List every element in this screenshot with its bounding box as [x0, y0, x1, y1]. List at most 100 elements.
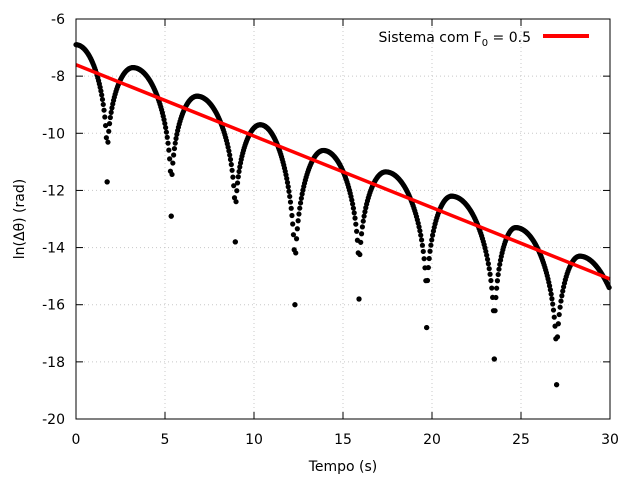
data-point: [558, 298, 564, 304]
data-point: [230, 174, 236, 180]
data-point: [557, 304, 563, 310]
data-point: [287, 193, 293, 200]
data-point: [428, 242, 434, 248]
data-point: [357, 251, 363, 258]
data-point: [99, 92, 105, 98]
data-point: [109, 105, 115, 111]
data-point: [351, 210, 357, 216]
legend-label: Sistema com F0 = 0.5: [378, 30, 531, 49]
grid-lines: [76, 19, 610, 419]
data-point: [550, 307, 557, 313]
data-point: [296, 211, 302, 217]
data-point: [162, 120, 168, 127]
data-point: [106, 128, 112, 134]
x-tick-label: 30: [601, 432, 619, 448]
data-point: [231, 183, 237, 189]
x-tick-label: 10: [245, 432, 263, 448]
data-point: [420, 248, 426, 255]
data-point: [284, 179, 291, 186]
data-point: [356, 296, 362, 302]
data-point: [293, 250, 299, 256]
data-point: [170, 160, 176, 166]
data-point: [163, 129, 170, 135]
data-point: [359, 224, 365, 230]
data-point: [234, 180, 241, 186]
data-point: [426, 255, 432, 262]
data-point: [234, 188, 240, 194]
data-point: [235, 174, 241, 180]
data-point: [491, 356, 497, 362]
data-point: [418, 237, 425, 243]
data-point: [358, 239, 364, 245]
data-point: [103, 135, 109, 141]
data-point: [361, 213, 367, 219]
data-point: [164, 134, 170, 140]
data-points: [73, 42, 612, 388]
data-point: [98, 88, 104, 94]
data-point: [171, 152, 177, 158]
data-point: [299, 191, 305, 197]
x-tick-label: 20: [423, 432, 441, 448]
data-point: [226, 148, 232, 154]
y-tick-label: -10: [42, 126, 65, 142]
data-point: [485, 261, 491, 267]
data-point: [166, 147, 172, 153]
data-point: [171, 145, 178, 152]
data-point: [298, 195, 304, 201]
legend-label-prefix: Sistema com F: [378, 30, 481, 46]
data-point: [496, 266, 502, 272]
data-point: [554, 334, 561, 340]
data-point: [297, 200, 304, 206]
data-point: [288, 205, 294, 211]
x-tick-label: 5: [161, 432, 170, 448]
data-point: [229, 167, 235, 173]
legend-label-suffix: = 0.5: [488, 30, 531, 46]
x-axis-label: Tempo (s): [308, 459, 378, 475]
data-point: [173, 135, 179, 142]
data-point: [419, 242, 426, 248]
data-point: [497, 261, 503, 268]
data-point: [421, 256, 427, 262]
data-point: [287, 199, 294, 205]
data-point: [165, 140, 171, 146]
data-point: [104, 179, 110, 185]
data-point: [550, 301, 556, 307]
data-point: [547, 287, 553, 293]
data-point: [418, 232, 424, 238]
data-point: [350, 205, 357, 211]
data-point: [548, 291, 554, 297]
data-point: [494, 285, 500, 291]
fit-line-layer: [75, 63, 611, 281]
data-point: [284, 175, 290, 182]
data-point: [285, 184, 291, 190]
data-point: [425, 264, 431, 271]
data-point: [297, 205, 303, 211]
data-point: [424, 277, 431, 284]
data-point: [495, 271, 501, 278]
y-axis-label: ln(Δθ) (rad): [12, 179, 28, 259]
data-point: [427, 248, 433, 254]
y-tick-label: -14: [42, 241, 65, 257]
data-point: [99, 96, 106, 103]
legend-label-subscript: 0: [482, 38, 488, 49]
data-point: [546, 283, 553, 289]
data-point: [233, 199, 239, 205]
data-point: [560, 288, 566, 294]
data-point: [556, 311, 562, 318]
data-point: [102, 122, 109, 129]
x-tick-label: 0: [72, 432, 81, 448]
data-point: [494, 278, 501, 284]
y-tick-label: -16: [42, 298, 65, 314]
data-point: [290, 232, 297, 238]
data-point: [350, 201, 356, 207]
data-point: [358, 231, 365, 237]
data-point: [555, 321, 561, 327]
data-point: [554, 382, 560, 388]
fit-line: [75, 63, 611, 281]
data-point: [102, 114, 108, 120]
data-point: [163, 124, 169, 131]
data-point: [429, 232, 436, 238]
data-point: [429, 237, 435, 243]
data-point: [227, 156, 234, 163]
data-point: [236, 168, 242, 175]
